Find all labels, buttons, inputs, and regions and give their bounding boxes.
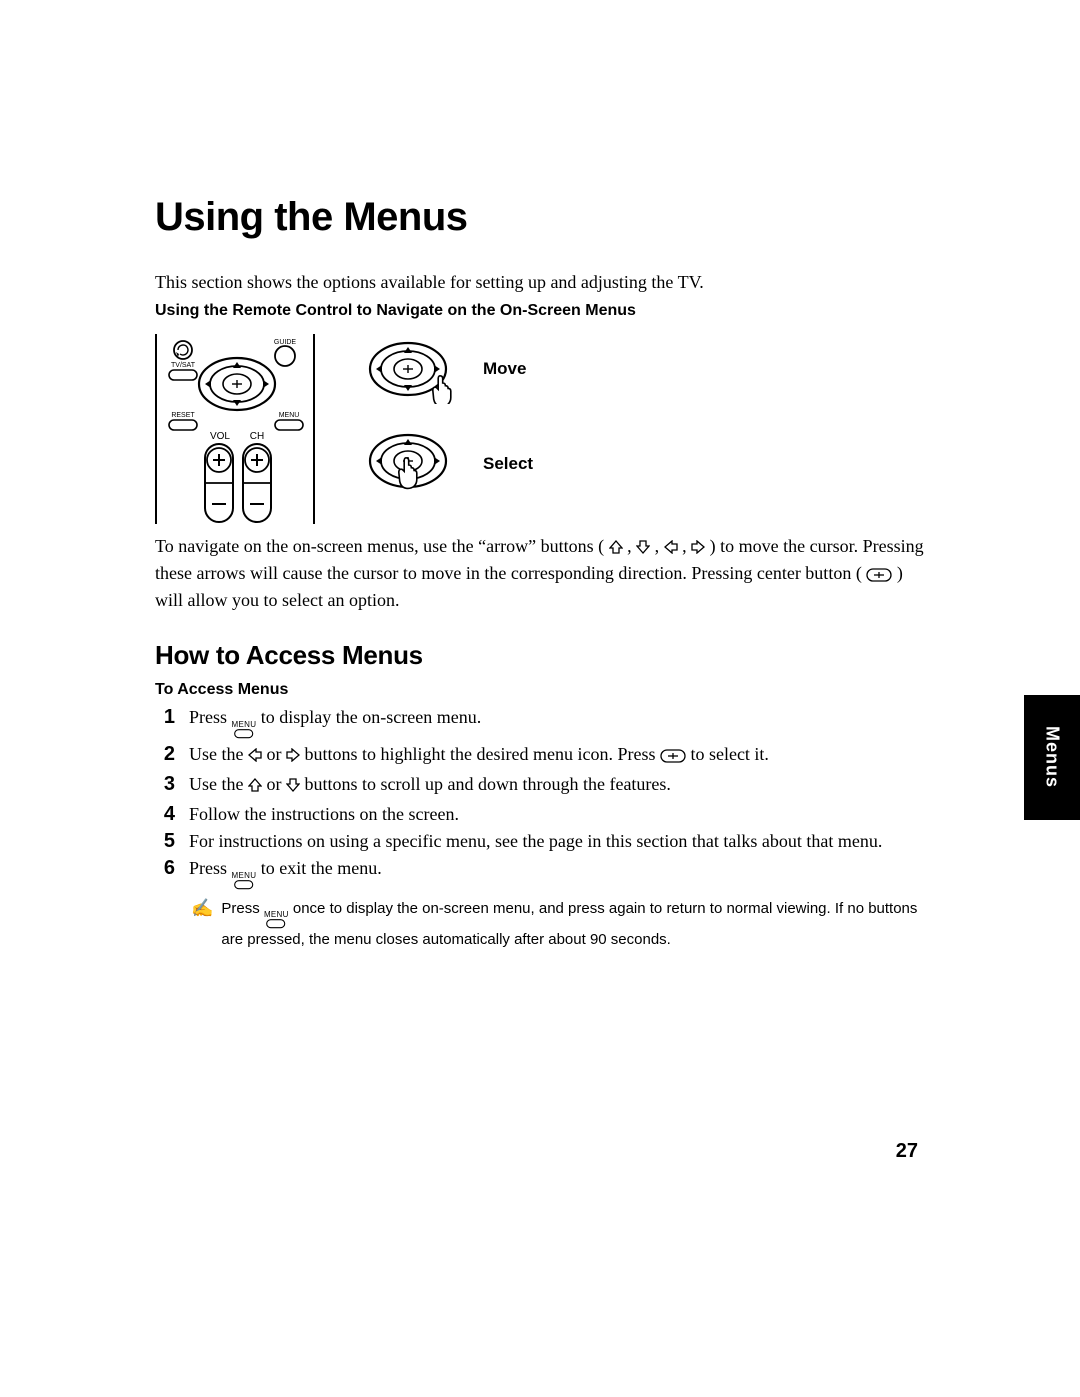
page-content: Using the Menus This section shows the o… [155,195,925,950]
menu-button-icon: MENU [232,721,257,739]
svg-text:RESET: RESET [171,412,195,419]
up-arrow-icon [248,774,262,798]
dpad-move-row: Move [363,334,533,404]
page-number: 27 [896,1140,918,1163]
steps-list: 1 Press MENU to display the on-screen me… [155,705,925,890]
heading-how-to-access: How to Access Menus [155,640,925,671]
menu-button-icon: MENU [264,911,289,929]
svg-text:MENU: MENU [279,412,300,419]
down-arrow-icon [286,774,300,798]
subheading-remote-nav: Using the Remote Control to Navigate on … [155,302,925,320]
center-button-icon [660,745,686,769]
select-label: Select [483,454,533,474]
subheading-to-access: To Access Menus [155,681,925,699]
dpad-select-row: Select [363,426,533,502]
menu-button-icon: MENU [232,872,257,890]
move-label: Move [483,359,526,379]
right-arrow-icon [286,744,300,768]
step-6: 6 Press MENU to exit the menu. [155,856,925,890]
up-arrow-icon [609,536,623,560]
figure-row: GUIDE TV/SAT RESET MENU VOL CH [155,334,925,524]
navigation-paragraph: To navigate on the on-screen menus, use … [155,534,925,612]
down-arrow-icon [636,536,650,560]
dpad-diagrams: Move Select [363,334,533,502]
step-5: 5 For instructions on using a specific m… [155,829,925,853]
step-4: 4 Follow the instructions on the screen. [155,802,925,826]
note-icon: ✍ [191,899,213,950]
svg-text:CH: CH [250,431,264,442]
step-3: 3 Use the or buttons to scroll up and do… [155,772,925,798]
intro-paragraph: This section shows the options available… [155,270,925,294]
right-arrow-icon [691,536,705,560]
side-tab: Menus [1024,695,1080,820]
dpad-move-icon [363,334,473,404]
note-box: ✍ Press MENU once to display the on-scre… [155,898,925,950]
page-title: Using the Menus [155,195,925,240]
svg-text:TV/SAT: TV/SAT [171,362,196,369]
center-button-icon [866,564,892,588]
dpad-select-icon [363,426,473,502]
step-2: 2 Use the or buttons to highlight the de… [155,742,925,769]
left-arrow-icon [664,536,678,560]
remote-illustration: GUIDE TV/SAT RESET MENU VOL CH [155,334,315,524]
svg-text:VOL: VOL [210,431,230,442]
svg-text:GUIDE: GUIDE [274,339,297,346]
step-1: 1 Press MENU to display the on-screen me… [155,705,925,739]
left-arrow-icon [248,744,262,768]
